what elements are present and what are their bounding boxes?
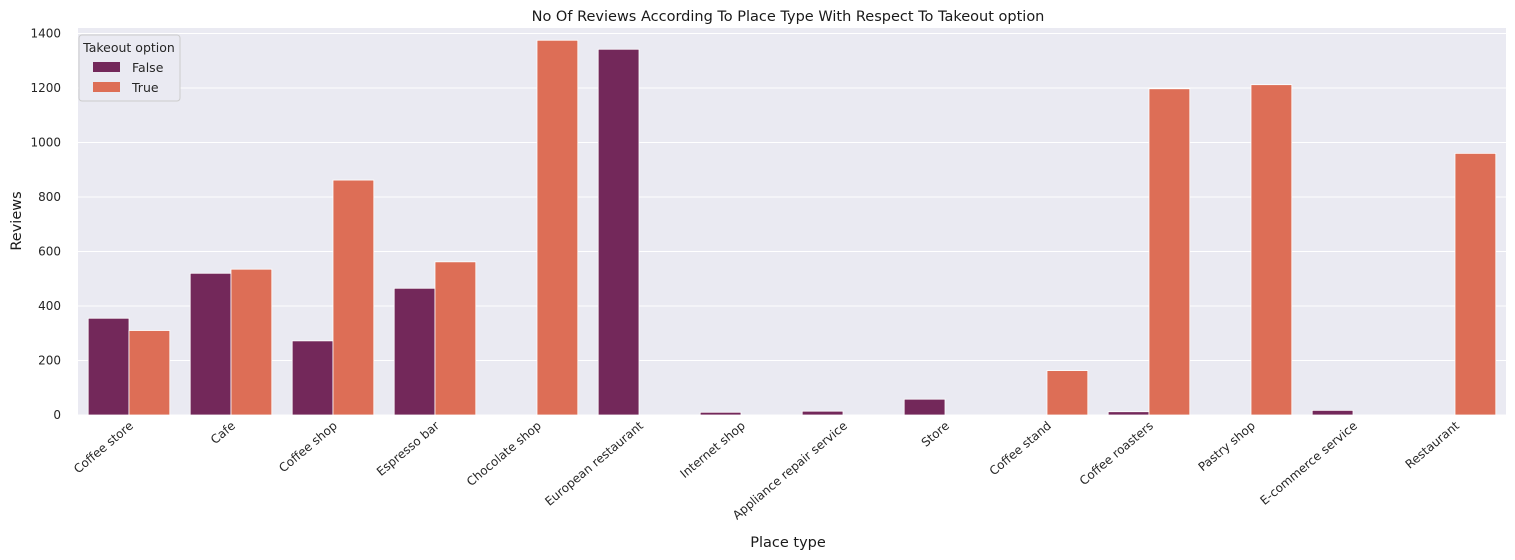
x-tick-label: Coffee shop [276,419,340,476]
y-tick-label: 0 [53,408,61,422]
bars [87,39,1497,416]
x-tick-label: Store [919,419,952,450]
x-tick-label: Restaurant [1403,418,1463,471]
bar-true [230,268,273,416]
x-axis-title: Place type [750,535,826,551]
bar-true [434,261,477,416]
bar-false [87,317,130,416]
bar-true [128,330,171,416]
x-tick-label: Coffee roasters [1077,419,1156,489]
bar-true [1250,84,1293,416]
bar-false [393,287,436,416]
bar-false [1107,411,1150,416]
y-tick-label: 600 [38,244,61,258]
bar-false [291,340,334,416]
y-tick-label: 1400 [30,26,61,40]
bar-true [1454,152,1497,416]
y-tick-label: 1200 [30,81,61,95]
bar-false [1311,409,1354,416]
bar-false [189,272,232,416]
y-tick-label: 1000 [30,135,61,149]
y-tick-label: 800 [38,190,61,204]
y-axis-title: Reviews [9,191,25,250]
x-tick-label: Appliance repair service [730,419,850,523]
legend-label-true: True [131,80,159,95]
x-tick-label: European restaurant [542,418,646,508]
x-tick-label: Coffee stand [987,419,1054,479]
bar-true [536,39,579,416]
x-tick-label: Coffee store [71,419,136,477]
x-tick-label: Chocolate shop [464,419,544,489]
legend-label-false: False [132,60,164,75]
bar-false [903,398,946,416]
legend-title: Takeout option [82,40,175,55]
bar-false [801,410,844,416]
x-tick-label: Espresso bar [374,419,442,479]
chart-title: No Of Reviews According To Place Type Wi… [532,9,1045,25]
bar-false [699,411,742,416]
y-tick-label: 200 [38,353,61,367]
bar-false [597,48,640,416]
y-tick-label: 400 [38,299,61,313]
x-tick-label: Cafe [208,419,238,447]
y-axis-ticks: 0 200 400 600 800 1000 1200 1400 [30,26,61,422]
bar-true [332,179,375,416]
x-tick-label: Pastry shop [1196,419,1258,475]
legend-swatch-true [93,82,120,92]
x-tick-label: Internet shop [677,419,747,481]
legend-swatch-false [93,62,120,72]
bar-true [1148,88,1191,416]
x-tick-label: E-commerce service [1257,419,1360,508]
x-axis-ticks: Coffee store Cafe Coffee shop Espresso bar C… [71,418,1462,522]
legend: Takeout option False True [78,34,181,102]
bar-true [1046,370,1089,416]
